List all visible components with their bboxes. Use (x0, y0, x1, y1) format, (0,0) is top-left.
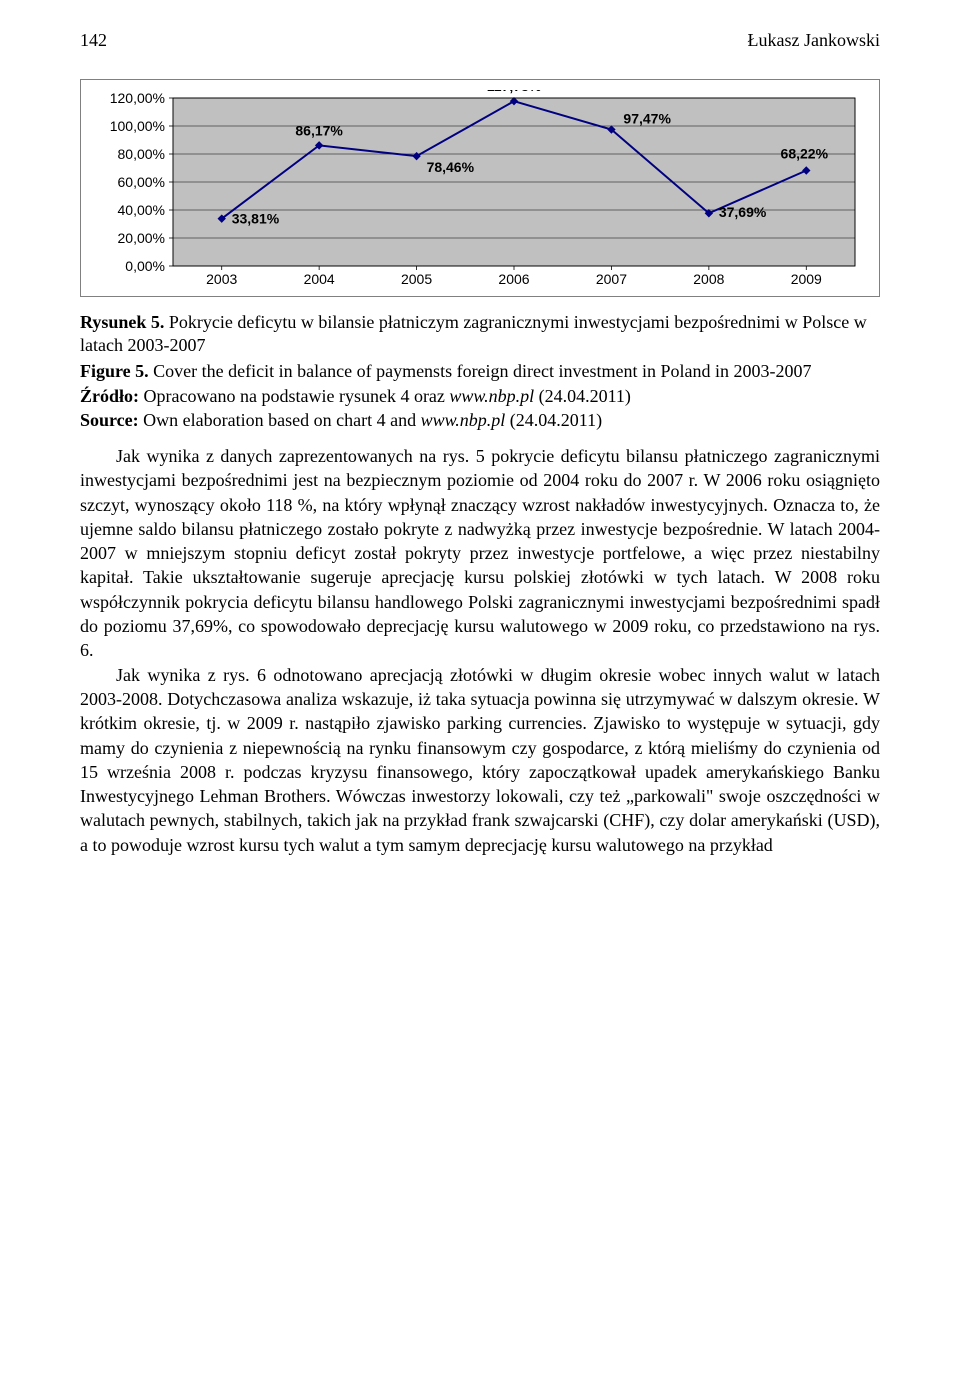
svg-text:60,00%: 60,00% (118, 174, 165, 190)
zrodlo-label: Źródło: (80, 386, 139, 406)
chart-container: 0,00% 20,00% 40,00% 60,00% 80,00% 100,00% 120,… (80, 79, 880, 297)
zrodlo-date: (24.04.2011) (534, 386, 631, 406)
rys-label: Rysunek 5. (80, 312, 164, 332)
page-header: 142 Łukasz Jankowski (80, 30, 880, 51)
source-source: Source: Own elaboration based on chart 4… (80, 409, 880, 432)
rys-text: Pokrycie deficytu w bilansie płatniczym … (80, 312, 867, 355)
body-text: Jak wynika z danych zaprezentowanych na … (80, 444, 880, 857)
svg-text:97,47%: 97,47% (623, 111, 671, 127)
svg-text:2006: 2006 (498, 271, 529, 287)
author-name: Łukasz Jankowski (748, 30, 880, 51)
svg-text:2008: 2008 (693, 271, 724, 287)
svg-text:2004: 2004 (304, 271, 335, 287)
source-label: Source: (80, 410, 139, 430)
source-zrodlo: Źródło: Opracowano na podstawie rysunek … (80, 385, 880, 408)
svg-text:80,00%: 80,00% (118, 146, 165, 162)
svg-text:86,17%: 86,17% (295, 122, 343, 138)
paragraph-2: Jak wynika z rys. 6 odnotowano aprecjacj… (80, 663, 880, 857)
zrodlo-text: Opracowano na podstawie rysunek 4 oraz (139, 386, 449, 406)
caption-rysunek: Rysunek 5. Pokrycie deficytu w bilansie … (80, 311, 880, 358)
svg-text:2003: 2003 (206, 271, 237, 287)
svg-text:2005: 2005 (401, 271, 432, 287)
svg-text:117,73%: 117,73% (487, 90, 542, 94)
caption-figure: Figure 5. Cover the deficit in balance o… (80, 360, 880, 383)
line-chart: 0,00% 20,00% 40,00% 60,00% 80,00% 100,00% 120,… (95, 90, 865, 290)
svg-text:2009: 2009 (791, 271, 822, 287)
svg-text:68,22%: 68,22% (781, 145, 829, 161)
zrodlo-link: www.nbp.pl (449, 386, 534, 406)
svg-text:78,46%: 78,46% (427, 159, 475, 175)
svg-text:37,69%: 37,69% (719, 204, 767, 220)
paragraph-1: Jak wynika z danych zaprezentowanych na … (80, 444, 880, 663)
svg-text:2007: 2007 (596, 271, 627, 287)
svg-text:100,00%: 100,00% (110, 118, 165, 134)
svg-text:40,00%: 40,00% (118, 202, 165, 218)
source-date: (24.04.2011) (505, 410, 602, 430)
source-text: Own elaboration based on chart 4 and (139, 410, 421, 430)
svg-text:0,00%: 0,00% (125, 258, 165, 274)
fig-label: Figure 5. (80, 361, 149, 381)
svg-text:20,00%: 20,00% (118, 230, 165, 246)
svg-text:120,00%: 120,00% (110, 90, 165, 106)
svg-text:33,81%: 33,81% (232, 211, 280, 227)
page-number: 142 (80, 30, 107, 51)
fig-text: Cover the deficit in balance of paymenst… (149, 361, 812, 381)
source-link: www.nbp.pl (421, 410, 506, 430)
